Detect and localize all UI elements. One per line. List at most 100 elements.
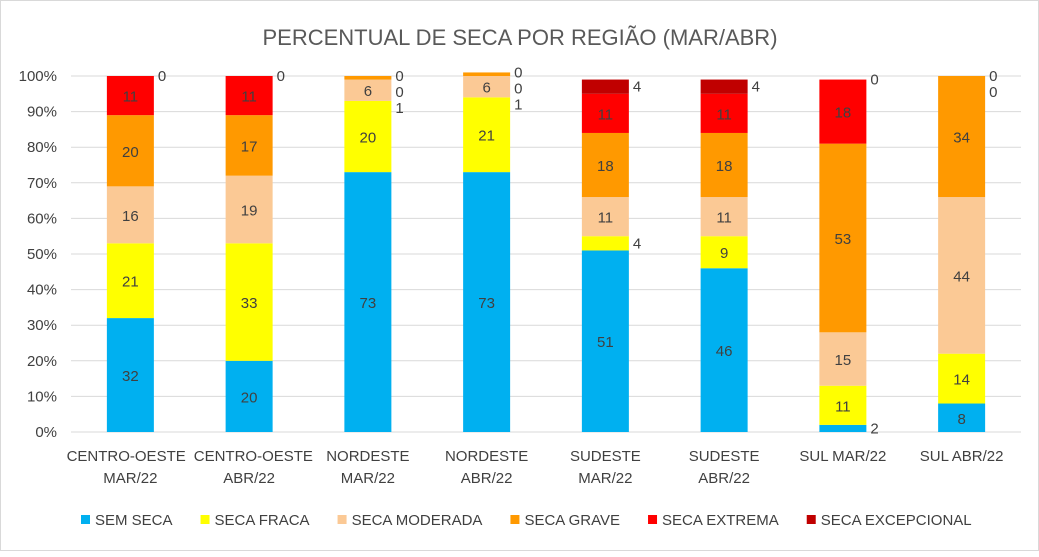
legend-label: SEM SECA (95, 512, 173, 529)
bar-segment (106, 186, 154, 244)
y-tick-label: 90% (27, 104, 57, 121)
data-label: 6 (364, 83, 372, 100)
data-label: 11 (241, 89, 257, 106)
data-label: 9 (720, 245, 728, 262)
bar-segment (819, 424, 867, 432)
data-label: 4 (633, 235, 641, 252)
data-label: 21 (122, 274, 139, 291)
data-label: 1 (514, 96, 522, 113)
bar-segment (581, 197, 629, 237)
x-tick-label: MAR/22 (578, 470, 632, 487)
data-label: 0 (395, 68, 403, 85)
legend-label: SECA EXCEPCIONAL (821, 512, 972, 529)
x-tick-label: MAR/22 (341, 470, 395, 487)
y-tick-label: 50% (27, 246, 57, 263)
x-tick-label: MAR/22 (103, 470, 157, 487)
data-label: 51 (597, 334, 614, 351)
data-label: 18 (835, 105, 852, 122)
data-label: 11 (123, 89, 139, 106)
bar-segment (225, 360, 273, 432)
data-label: 20 (241, 389, 258, 406)
bar-segment (106, 76, 154, 116)
data-label: 11 (716, 106, 732, 123)
legend-label: SECA FRACA (215, 512, 310, 529)
legend-swatch (200, 515, 210, 524)
data-label: 0 (514, 80, 522, 97)
data-label: 11 (716, 210, 732, 227)
bar-segment (463, 76, 511, 98)
x-tick-label: NORDESTE (445, 448, 528, 465)
data-label: 11 (598, 106, 614, 123)
x-tick-label: CENTRO-OESTE (194, 448, 313, 465)
data-label: 4 (633, 79, 641, 96)
bar-segment (463, 172, 511, 432)
x-tick-label: SUDESTE (689, 448, 760, 465)
y-tick-label: 30% (27, 317, 57, 334)
data-label: 17 (241, 138, 258, 155)
data-label: 19 (241, 203, 258, 220)
bar-segment (344, 172, 392, 432)
data-label: 33 (241, 295, 258, 312)
bar-segment (700, 79, 748, 94)
data-label: 11 (835, 398, 851, 415)
legend-swatch (806, 515, 816, 524)
legend-swatch (81, 515, 90, 524)
bar-segment (700, 236, 748, 269)
x-tick-label: ABR/22 (223, 470, 275, 487)
data-label: 32 (122, 368, 139, 385)
bar-segment (581, 132, 629, 198)
data-label: 15 (835, 352, 852, 369)
bar-segment (225, 76, 273, 116)
bar-segment (938, 403, 986, 432)
data-label: 16 (122, 208, 139, 225)
x-tick-label: SUL ABR/22 (920, 448, 1004, 465)
data-label: 73 (478, 295, 495, 312)
x-tick-label: CENTRO-OESTE (67, 448, 186, 465)
bar-segment (938, 197, 986, 354)
data-label: 46 (716, 343, 733, 360)
data-label: 14 (953, 372, 970, 389)
y-tick-label: 20% (27, 353, 57, 370)
data-label: 0 (989, 84, 997, 101)
data-label: 0 (277, 68, 285, 85)
bar-segment (463, 97, 511, 173)
data-label: 18 (716, 158, 733, 175)
data-label: 18 (597, 158, 614, 175)
data-label: 53 (835, 231, 852, 248)
bar-segment (225, 175, 273, 244)
bar-segment (581, 79, 629, 94)
data-label: 20 (360, 130, 377, 147)
data-label: 20 (122, 144, 139, 161)
bar-segment (819, 79, 867, 144)
data-label: 0 (870, 72, 878, 89)
x-tick-label: NORDESTE (326, 448, 409, 465)
y-tick-label: 100% (19, 68, 57, 85)
bar-segment (819, 385, 867, 425)
legend-swatch (510, 515, 520, 524)
bar-segment (344, 76, 392, 80)
data-label: 0 (514, 64, 522, 81)
bar-segment (344, 79, 392, 101)
bar-segment (581, 93, 629, 133)
data-label: 34 (953, 130, 970, 147)
y-tick-label: 60% (27, 210, 57, 227)
data-label: 4 (752, 79, 760, 96)
legend-swatch (337, 515, 347, 524)
bar-segment (581, 236, 629, 251)
legend-label: SECA MODERADA (352, 512, 483, 529)
y-tick-label: 0% (35, 424, 57, 441)
bar-segment (700, 132, 748, 198)
data-label: 0 (158, 68, 166, 85)
data-label: 11 (598, 210, 614, 227)
x-tick-label: SUL MAR/22 (799, 448, 886, 465)
data-label: 0 (395, 84, 403, 101)
data-label: 2 (870, 420, 878, 437)
bar-segment (700, 93, 748, 133)
bar-segment (819, 332, 867, 386)
x-tick-label: ABR/22 (698, 470, 750, 487)
data-label: 73 (360, 295, 377, 312)
data-label: 44 (953, 268, 970, 285)
x-tick-label: ABR/22 (461, 470, 513, 487)
x-tick-label: SUDESTE (570, 448, 641, 465)
